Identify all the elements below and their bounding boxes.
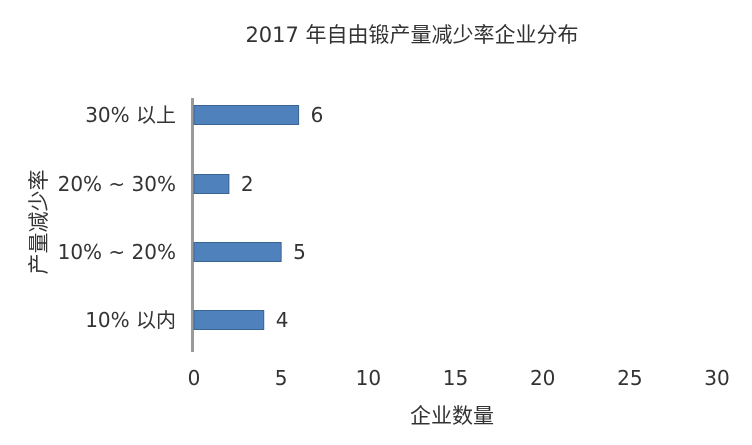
data-label: 6 xyxy=(311,103,324,127)
x-tick-label: 0 xyxy=(188,366,201,390)
bar xyxy=(193,310,265,330)
x-tick-label: 15 xyxy=(443,366,468,390)
x-axis-title: 企业数量 xyxy=(410,404,494,428)
category-label: 30% 以上 xyxy=(85,103,176,127)
data-label: 2 xyxy=(241,172,254,196)
bar xyxy=(193,105,300,125)
category-label: 20% ~ 30% xyxy=(58,172,176,196)
bar xyxy=(193,242,282,262)
x-tick-label: 25 xyxy=(617,366,642,390)
x-tick-label: 5 xyxy=(275,366,288,390)
plot-area: 30% 以上 6 20% ~ 30% 2 10% ~ 20% 5 10% 以内 4 0 5 10 15… xyxy=(58,98,730,390)
category-label: 10% 以内 xyxy=(85,308,176,332)
x-tick-label: 30 xyxy=(704,366,729,390)
chart-title: 2017 年自由锻产量减少率企业分布 xyxy=(245,23,578,47)
y-axis-title: 产量减少率 xyxy=(27,170,51,275)
data-label: 5 xyxy=(293,240,306,264)
data-label: 4 xyxy=(276,308,289,332)
category-label: 10% ~ 20% xyxy=(58,240,176,264)
x-tick-label: 20 xyxy=(530,366,555,390)
bar xyxy=(193,174,230,194)
x-tick-label: 10 xyxy=(356,366,381,390)
